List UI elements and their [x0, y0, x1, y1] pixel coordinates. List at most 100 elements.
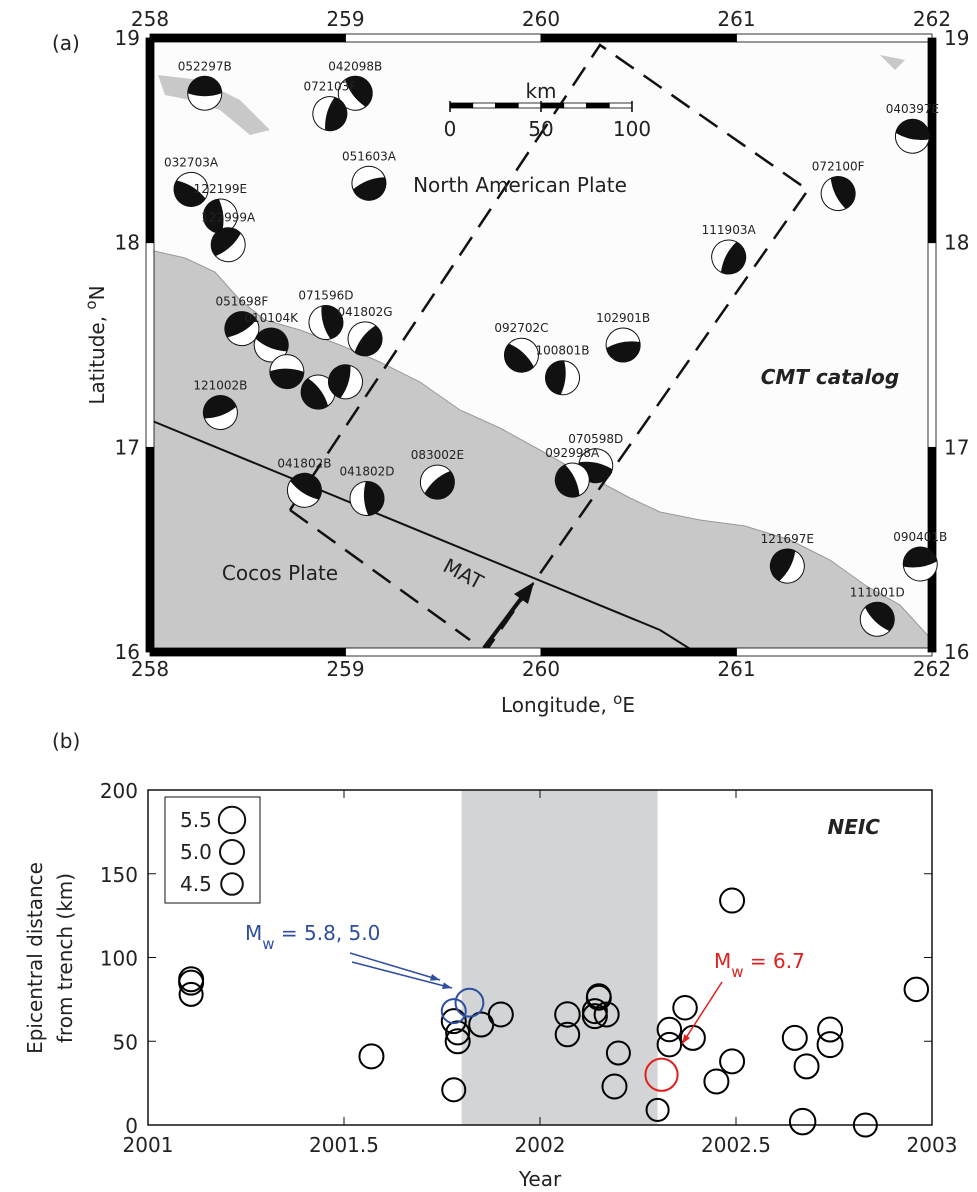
frame-bar — [149, 647, 346, 657]
beachball-quadrant — [545, 360, 566, 395]
event-label: 072100F — [812, 160, 865, 174]
data-point — [605, 1040, 631, 1066]
beachball-quadrant — [224, 311, 257, 338]
beachball-quadrant — [211, 227, 241, 257]
event-label: 051698F — [216, 295, 269, 309]
beachball — [554, 462, 590, 498]
beachball-quadrant — [353, 177, 386, 201]
panel-label: (a) — [52, 31, 80, 55]
annotation-part: w — [731, 963, 743, 981]
legend-marker — [220, 872, 244, 896]
map-label: North American Plate — [413, 173, 627, 197]
annotation-part: w — [262, 935, 274, 953]
data-point — [852, 1112, 878, 1138]
beachball — [711, 239, 747, 275]
event-label: 071596D — [298, 288, 353, 302]
beachball-quadrant — [830, 176, 856, 209]
event-label: 092998A — [545, 446, 600, 460]
frame-bar — [345, 647, 542, 657]
beachball — [820, 176, 856, 212]
beachball — [173, 171, 209, 207]
x-axis-label-part: E — [622, 693, 635, 717]
data-point — [581, 1003, 608, 1030]
beachball — [337, 75, 373, 111]
chart-title: NEIC — [827, 815, 880, 839]
x-tick-label: 2002 — [515, 1133, 566, 1157]
beachball — [769, 548, 805, 584]
scale-segment — [563, 102, 587, 109]
scale-title: km — [525, 79, 556, 103]
beachball — [347, 321, 383, 357]
beachball-quadrant — [321, 305, 343, 339]
y-tick-label: 100 — [100, 947, 138, 971]
event-label: 040397E — [886, 102, 939, 116]
data-point — [793, 1053, 820, 1080]
y-tick-label: 16 — [115, 640, 140, 664]
legend-marker — [217, 805, 247, 835]
x-tick-label: 258 — [131, 657, 169, 681]
data-point — [554, 1001, 581, 1028]
event-label: 032703A — [164, 155, 219, 169]
beachball — [202, 198, 238, 234]
annotation: Mw = 5.8, 5.0 — [245, 921, 380, 953]
data-point — [816, 1031, 844, 1059]
frame-bar — [736, 33, 933, 43]
y-tick-label: 19 — [115, 26, 140, 50]
x-tick-label: 261 — [717, 657, 755, 681]
scale-label: 0 — [444, 117, 457, 141]
data-point — [601, 1073, 628, 1100]
data-point — [445, 1020, 471, 1046]
data-point — [554, 1021, 581, 1048]
y-tick-label-right: 17 — [944, 435, 969, 459]
event-label: 111001D — [850, 585, 905, 599]
beachball-quadrant — [345, 76, 373, 107]
x-tick-label-top: 261 — [717, 7, 755, 31]
event-label: 070598D — [568, 432, 623, 446]
beachball-quadrant — [363, 481, 384, 516]
beachball — [187, 75, 223, 111]
frame-bar — [145, 446, 155, 653]
x-tick-label: 2003 — [907, 1133, 958, 1157]
scale-label: 50 — [528, 117, 553, 141]
x-tick-label: 2001 — [123, 1133, 174, 1157]
data-point — [817, 1016, 844, 1043]
beachball — [902, 546, 938, 582]
scale-label: 100 — [613, 117, 651, 141]
beachball — [286, 472, 322, 508]
event-label: 041802B — [277, 456, 331, 470]
data-point — [645, 1097, 670, 1122]
data-point — [644, 1057, 679, 1092]
annotation-part: = 6.7 — [744, 949, 805, 973]
beachball-quadrant — [290, 473, 322, 500]
beachball — [419, 464, 455, 500]
data-point — [440, 1008, 467, 1035]
data-point — [593, 1001, 620, 1028]
y-tick-label-right: 19 — [944, 26, 969, 50]
scale-segment — [495, 102, 519, 109]
y-tick-label: 0 — [125, 1114, 138, 1138]
x-axis-label: Year — [518, 1167, 562, 1191]
event-label: 083002E — [411, 448, 464, 462]
beachball — [224, 311, 260, 347]
data-point — [581, 998, 608, 1025]
y-axis-label-part: Latitude, — [85, 310, 109, 405]
scale-segment — [449, 102, 474, 109]
data-point — [178, 969, 205, 996]
beachball-quadrant — [424, 470, 455, 500]
beachball-quadrant — [301, 378, 329, 410]
event-label: 042098B — [328, 59, 382, 73]
y-tick-label: 150 — [100, 863, 138, 887]
event-label: 122999A — [201, 211, 256, 225]
x-axis-label-part: o — [613, 690, 622, 708]
beachball-quadrant — [865, 602, 895, 632]
scale-segment — [472, 102, 496, 109]
lake — [880, 55, 905, 70]
beachball-quadrant — [255, 328, 289, 352]
beachball — [253, 327, 289, 363]
beachball-quadrant — [174, 180, 206, 207]
annotation-arrowhead — [682, 1034, 690, 1044]
data-point — [178, 981, 204, 1007]
y-axis-label-part: o — [82, 300, 100, 309]
beachball-quadrant — [269, 368, 304, 389]
